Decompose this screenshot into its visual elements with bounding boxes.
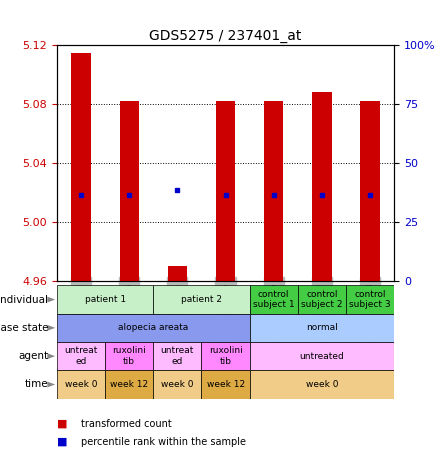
Text: transformed count: transformed count [81, 419, 172, 429]
Bar [153, 371, 201, 399]
Bar [153, 285, 250, 314]
Bar [264, 101, 283, 281]
Polygon shape [47, 297, 55, 303]
Bar [250, 371, 394, 399]
Bar [201, 342, 250, 371]
Bar [216, 101, 235, 281]
Bar [105, 371, 153, 399]
Text: ruxolini
tib: ruxolini tib [112, 347, 146, 366]
Text: untreated: untreated [300, 352, 344, 361]
Text: agent: agent [18, 351, 48, 361]
Bar [250, 285, 298, 314]
Polygon shape [47, 381, 55, 387]
Text: ■: ■ [57, 419, 71, 429]
Bar [120, 101, 139, 281]
Bar [250, 314, 394, 342]
Text: patient 2: patient 2 [181, 295, 222, 304]
Text: week 0: week 0 [306, 380, 338, 389]
Text: control
subject 1: control subject 1 [253, 290, 295, 309]
Bar [298, 285, 346, 314]
Bar [57, 285, 153, 314]
Text: percentile rank within the sample: percentile rank within the sample [81, 437, 246, 447]
Bar [346, 285, 394, 314]
Text: week 0: week 0 [161, 380, 194, 389]
Text: disease state: disease state [0, 323, 48, 333]
Bar [57, 342, 105, 371]
Polygon shape [47, 353, 55, 359]
Polygon shape [47, 325, 55, 331]
Text: ruxolini
tib: ruxolini tib [208, 347, 243, 366]
Text: control
subject 3: control subject 3 [349, 290, 391, 309]
Text: untreat
ed: untreat ed [64, 347, 98, 366]
Text: control
subject 2: control subject 2 [301, 290, 343, 309]
Bar [57, 314, 250, 342]
Bar [57, 371, 105, 399]
Bar [71, 53, 91, 281]
Text: week 12: week 12 [206, 380, 245, 389]
Bar [153, 342, 201, 371]
Bar [168, 266, 187, 281]
Text: alopecia areata: alopecia areata [118, 323, 188, 333]
Text: ■: ■ [57, 437, 71, 447]
Bar [360, 101, 380, 281]
Text: week 12: week 12 [110, 380, 148, 389]
Bar [201, 371, 250, 399]
Text: individual: individual [0, 294, 48, 304]
Text: patient 1: patient 1 [85, 295, 126, 304]
Text: untreat
ed: untreat ed [161, 347, 194, 366]
Text: normal: normal [306, 323, 338, 333]
Text: time: time [25, 380, 48, 390]
Title: GDS5275 / 237401_at: GDS5275 / 237401_at [149, 29, 302, 43]
Bar [312, 92, 332, 281]
Bar [105, 342, 153, 371]
Bar [250, 342, 394, 371]
Text: week 0: week 0 [65, 380, 97, 389]
